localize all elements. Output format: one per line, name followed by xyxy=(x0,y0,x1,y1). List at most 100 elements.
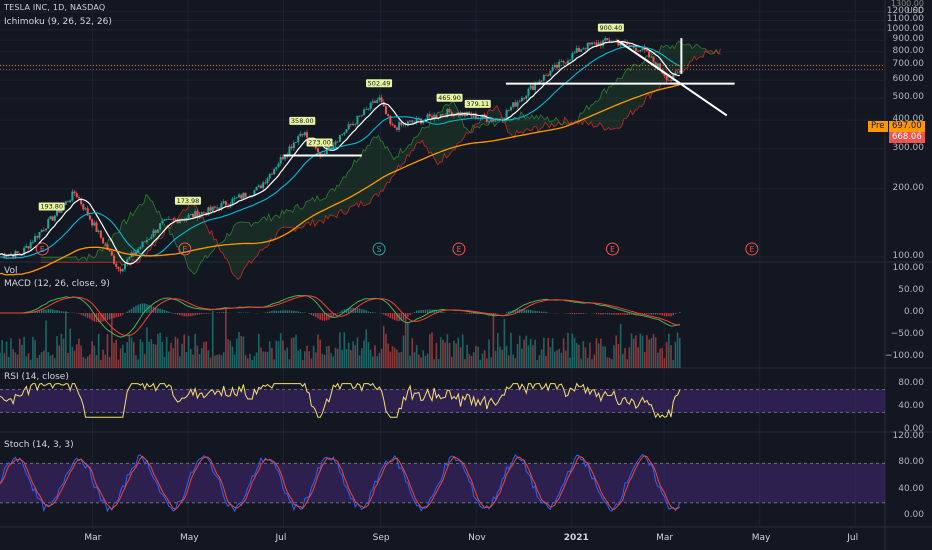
candle-body xyxy=(303,132,306,136)
macd-histogram-bar xyxy=(181,313,183,316)
kijun-line xyxy=(0,45,681,259)
volume-bar xyxy=(488,339,490,368)
macd-histogram-bar xyxy=(663,313,666,316)
volume-bar xyxy=(108,357,111,368)
macd-histogram-bar xyxy=(222,312,225,313)
volume-bar xyxy=(617,344,620,368)
macd-histogram-bar xyxy=(58,310,60,313)
macd-histogram-bar xyxy=(218,312,220,313)
candle-body xyxy=(172,219,175,221)
macd-histogram-bar xyxy=(297,311,299,313)
macd-histogram-bar xyxy=(654,313,657,315)
volume-bar xyxy=(621,353,624,368)
candle-body xyxy=(69,200,72,203)
candle-body xyxy=(431,116,434,120)
volume-bar xyxy=(205,341,207,368)
candle-body xyxy=(279,156,282,164)
volume-bar xyxy=(174,336,177,368)
macd-axis-tick: 50.00 xyxy=(898,285,924,295)
candle-body xyxy=(290,146,293,149)
candle-body xyxy=(240,194,243,199)
volume-bar xyxy=(461,334,464,368)
candle-body xyxy=(406,121,409,125)
stoch-label[interactable]: Stoch (14, 3, 3) xyxy=(4,440,74,450)
macd-histogram-bar xyxy=(582,313,585,314)
volume-bar xyxy=(128,334,131,368)
volume-bar xyxy=(407,322,409,368)
macd-histogram-bar xyxy=(203,313,205,314)
candle-body xyxy=(586,42,589,50)
volume-bar xyxy=(648,339,650,368)
candle-body xyxy=(102,237,105,244)
volume-bar xyxy=(249,353,251,368)
volume-bar xyxy=(468,354,471,368)
volume-bar xyxy=(418,354,420,368)
trendline-drawings[interactable] xyxy=(283,38,735,157)
candle-body xyxy=(485,117,488,122)
macd-histogram-bar xyxy=(672,313,674,316)
volume-bar xyxy=(591,359,593,368)
volume-bar xyxy=(600,338,602,368)
ma-200-line xyxy=(0,83,680,276)
volume-bar xyxy=(558,348,560,368)
volume-bar xyxy=(567,332,569,368)
macd-label[interactable]: MACD (12, 26, close, 9) xyxy=(4,279,110,289)
volume-bar xyxy=(84,358,87,368)
rsi-axis-tick: 40.00 xyxy=(898,400,924,411)
volume-bar xyxy=(389,351,392,368)
candle-body xyxy=(152,230,155,237)
macd-histogram-bar xyxy=(532,310,534,313)
candle-body xyxy=(606,38,609,41)
candle-body xyxy=(602,40,605,46)
volume-bar xyxy=(244,355,247,368)
candle-body xyxy=(531,85,534,91)
candle-body xyxy=(608,40,611,42)
candle-body xyxy=(472,113,475,117)
price-axis-tick: 600.00 xyxy=(892,74,925,85)
macd-histogram-bar xyxy=(176,313,179,315)
volume-bar xyxy=(40,352,43,368)
volume-label[interactable]: Vol xyxy=(4,266,18,276)
volume-bar xyxy=(185,352,188,368)
macd-histogram-bar xyxy=(600,313,602,315)
candle-body xyxy=(384,106,387,115)
volume-bar xyxy=(268,341,271,368)
volume-bar xyxy=(549,347,552,368)
volume-bar xyxy=(102,349,104,368)
volume-bar xyxy=(654,337,657,368)
volume-bar xyxy=(266,351,269,368)
macd-histogram-bar xyxy=(104,313,106,321)
moving-averages xyxy=(0,40,885,276)
rsi-label[interactable]: RSI (14, close) xyxy=(4,372,69,382)
volume-bar xyxy=(290,337,293,368)
macd-histogram-bar xyxy=(194,313,196,316)
macd-histogram-bar xyxy=(409,313,411,316)
candle-body xyxy=(667,79,670,81)
macd-histogram-bar xyxy=(62,311,65,313)
macd-histogram-bar xyxy=(650,313,652,315)
candle-body xyxy=(376,100,379,103)
volume-bar xyxy=(49,355,52,368)
volume-bar xyxy=(505,345,508,368)
ichimoku-label[interactable]: Ichimoku (9, 26, 52, 26) xyxy=(4,17,112,27)
candle-body xyxy=(264,182,267,184)
volume-bar xyxy=(514,358,517,368)
candle-body xyxy=(652,56,655,63)
candle-body xyxy=(468,111,471,115)
volume-bar xyxy=(253,355,256,368)
candle-body xyxy=(534,83,537,91)
macd-histogram-bar xyxy=(646,313,648,315)
volume-bar xyxy=(398,352,400,368)
candle-body xyxy=(137,248,140,252)
macd-histogram-bar xyxy=(301,312,304,313)
volume-bar xyxy=(257,333,260,368)
candle-body xyxy=(259,185,262,189)
candle-body xyxy=(523,97,526,99)
candle-body xyxy=(446,109,449,118)
volume-bar xyxy=(18,338,21,368)
volume-bar xyxy=(446,334,449,368)
volume-bar xyxy=(264,351,267,368)
volume-bar xyxy=(536,359,539,368)
